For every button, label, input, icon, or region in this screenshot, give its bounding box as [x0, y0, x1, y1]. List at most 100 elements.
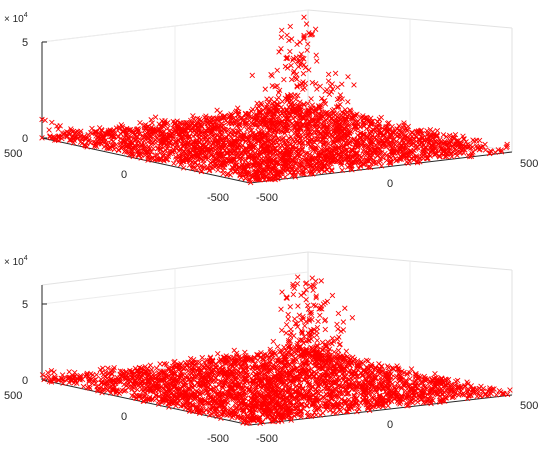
- scatter-point: [218, 115, 225, 121]
- scatter-point: [401, 120, 407, 126]
- scatter-point: [301, 157, 308, 163]
- scatter-point: [220, 122, 227, 129]
- scatter-point: [215, 351, 221, 357]
- top-x-tick-label-500: 500: [4, 148, 22, 160]
- scatter-point: [469, 144, 476, 150]
- scatter-point: [422, 384, 428, 390]
- scatter-point: [482, 141, 488, 148]
- scatter-point: [235, 145, 242, 151]
- top-z-tick-label-0: 0: [22, 133, 28, 145]
- top-z-exponent: × 104: [4, 12, 28, 25]
- scatter-point: [152, 114, 159, 120]
- scatter-point: [206, 167, 212, 174]
- scatter-point: [49, 119, 55, 126]
- scatter-point: [137, 120, 143, 126]
- scatter-point: [189, 121, 196, 127]
- top-y-axis: [249, 151, 513, 184]
- scatter-point: [351, 82, 357, 88]
- scatter-point: [291, 68, 297, 74]
- scatter-point: [295, 63, 302, 70]
- scatter-point: [190, 164, 197, 171]
- scatter-point: [305, 125, 311, 132]
- scatter-point: [375, 152, 381, 159]
- scatter-point: [332, 70, 339, 77]
- panel-bottom: 5 0 × 104 500 0 -500 -500 0 500: [4, 251, 538, 445]
- scatter-point: [482, 147, 489, 153]
- scatter-point: [304, 133, 311, 139]
- scatter-point: [325, 71, 332, 78]
- scatter-point: [89, 125, 95, 132]
- scatter-point: [314, 86, 320, 92]
- scatter-point: [329, 81, 335, 87]
- scatter-point: [390, 128, 396, 134]
- top-z-exponent-power: 4: [24, 12, 28, 19]
- scatter-point: [313, 52, 319, 58]
- scatter-point: [138, 155, 144, 161]
- scatter-point: [177, 120, 183, 126]
- scatter-point: [331, 106, 337, 113]
- scatter-point: [275, 154, 282, 160]
- scatter-point: [64, 133, 70, 139]
- scatter-point: [318, 109, 325, 115]
- scatter-point: [196, 359, 203, 366]
- scatter-point: [199, 354, 205, 361]
- scatter-point: [77, 131, 83, 137]
- top-y-tick-label-500: 500: [520, 158, 538, 170]
- scatter-point: [312, 26, 319, 32]
- top-scatter-points: [39, 14, 510, 186]
- scatter-point: [341, 147, 348, 153]
- scatter-point: [378, 163, 385, 169]
- scatter-point: [250, 106, 256, 113]
- scatter-point: [374, 119, 381, 125]
- scatter-point: [216, 151, 223, 158]
- scatter-point: [436, 154, 443, 160]
- scatter-point: [392, 145, 399, 151]
- scatter-point: [249, 72, 255, 79]
- scatter-point: [378, 114, 384, 121]
- scatter-point: [317, 83, 323, 90]
- scatter-point: [210, 139, 216, 146]
- scatter-point: [321, 168, 328, 174]
- scatter-point: [157, 361, 163, 367]
- scatter-point: [287, 23, 293, 30]
- scatter-point: [304, 47, 310, 53]
- scatter-point: [262, 86, 268, 92]
- scatter-point: [284, 32, 290, 38]
- scatter-point: [160, 151, 167, 158]
- scatter-point: [287, 48, 293, 55]
- scatter-point: [454, 377, 461, 384]
- scatter-point: [407, 376, 413, 382]
- scatter-point: [470, 149, 476, 155]
- scatter-point: [339, 81, 345, 87]
- scatter-point: [173, 403, 179, 409]
- scatter-point: [46, 127, 52, 133]
- scatter-point: [322, 88, 328, 94]
- scatter-point: [217, 110, 223, 116]
- scatter-point: [279, 27, 285, 34]
- scatter-point: [224, 172, 230, 178]
- scatter-point: [443, 133, 450, 140]
- scatter-point: [171, 160, 177, 167]
- scatter-point: [281, 76, 287, 83]
- scatter-point: [190, 113, 196, 119]
- panel-top: 5 0 × 104 500 0 -500 -500 0 500: [4, 9, 538, 204]
- scatter-point: [337, 101, 343, 108]
- scatter-point: [326, 91, 333, 97]
- scatter-point: [300, 70, 307, 77]
- scatter-point: [293, 120, 300, 127]
- scatter-point: [339, 167, 345, 173]
- scatter-point: [345, 99, 351, 105]
- scatter-point: [306, 67, 312, 73]
- scatter-point: [288, 76, 295, 83]
- scatter-point: [190, 133, 197, 139]
- scatter-point: [432, 370, 438, 377]
- scatter-point: [334, 84, 341, 91]
- scatter-point: [301, 14, 307, 20]
- top-z-exponent-base: × 10: [4, 14, 24, 25]
- scatter-point: [345, 74, 351, 80]
- top-y-tick-label-neg500: -500: [256, 192, 278, 204]
- scatter-point: [254, 105, 260, 112]
- scatter-point: [230, 115, 236, 122]
- scatter-point: [309, 146, 316, 152]
- scatter-point: [376, 361, 382, 367]
